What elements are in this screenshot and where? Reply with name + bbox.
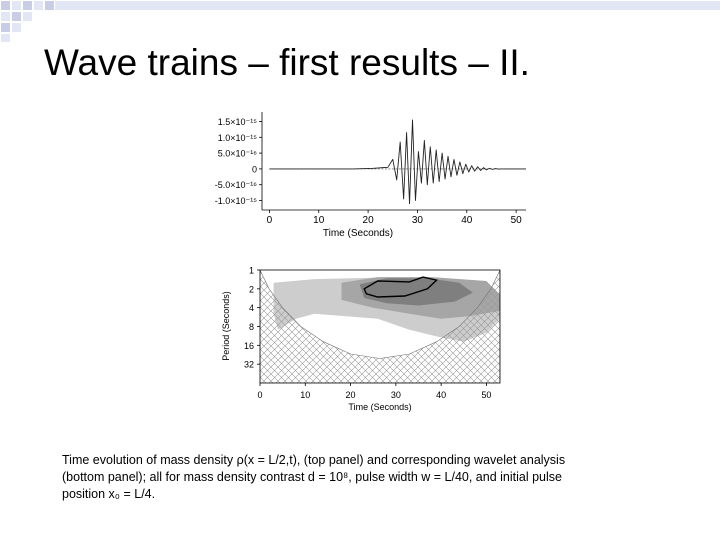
bottom-x-tick-label: 30 [391, 390, 401, 400]
decor-square [12, 1, 21, 10]
bottom-x-tick-label: 10 [300, 390, 310, 400]
bottom-y-tick-label: 16 [244, 341, 254, 351]
bottom-x-tick-label: 50 [481, 390, 491, 400]
caption-line-3: position x₀ = L/4. [62, 487, 156, 501]
density-series-line [269, 119, 526, 205]
top-y-tick-label: 5.0×10⁻¹⁶ [218, 149, 258, 159]
top-x-axis-label: Time (Seconds) [323, 228, 393, 239]
bottom-y-tick-label: 1 [249, 266, 254, 276]
top-y-tick-label: -5.0×10⁻¹⁶ [215, 180, 258, 190]
top-y-tick-label: 1.0×10⁻¹⁵ [218, 133, 258, 143]
top-y-tick-label: -1.0×10⁻¹⁵ [215, 196, 258, 206]
top-x-tick-label: 20 [363, 215, 375, 226]
top-x-tick-label: 10 [313, 215, 325, 226]
bottom-y-axis-label: Period (Seconds) [221, 291, 231, 361]
top-x-tick-label: 40 [461, 215, 473, 226]
caption-line-2: (bottom panel); all for mass density con… [62, 470, 562, 484]
decor-square [1, 34, 10, 42]
bottom-x-tick-label: 0 [257, 390, 262, 400]
decor-square [12, 23, 21, 32]
decor-square [12, 12, 21, 21]
top-x-tick-label: 50 [511, 215, 523, 226]
bottom-y-tick-label: 8 [249, 322, 254, 332]
bottom-y-tick-label: 32 [244, 360, 254, 370]
bottom-x-tick-label: 40 [436, 390, 446, 400]
top-x-tick-label: 0 [267, 215, 273, 226]
bottom-x-axis-label: Time (Seconds) [348, 402, 411, 412]
decor-square [1, 1, 10, 10]
wavelet-power-chart: 1 2 4 8 16 32 0 10 20 30 40 50 Time (Seconds) Perio… [221, 266, 501, 412]
bottom-x-tick-label: 20 [346, 390, 356, 400]
decor-square [1, 23, 10, 32]
slide-title: Wave trains – first results – II. [44, 42, 530, 83]
figure-caption: Time evolution of mass density ρ(x = L/2… [62, 452, 666, 503]
bottom-y-tick-label: 4 [249, 303, 254, 313]
wavelet-contour-darkest [363, 276, 439, 298]
cone-of-influence [260, 270, 500, 383]
decor-bar [55, 1, 720, 10]
decor-square [1, 12, 10, 21]
top-y-tick-label: 0 [252, 164, 257, 174]
top-x-tick-label: 30 [412, 215, 424, 226]
decor-square [23, 1, 32, 10]
caption-line-1: Time evolution of mass density ρ(x = L/2… [62, 453, 566, 467]
top-y-tick-label: 1.5×10⁻¹⁵ [218, 117, 258, 127]
density-time-series-chart: 1.5×10⁻¹⁵ 1.0×10⁻¹⁵ 5.0×10⁻¹⁶ 0 -5.0×10⁻¹⁶ -1… [215, 112, 526, 239]
decor-square [23, 12, 32, 21]
title-decoration [1, 1, 720, 42]
decor-square [34, 1, 43, 10]
decor-square [45, 1, 54, 10]
bottom-y-tick-label: 2 [249, 284, 254, 294]
